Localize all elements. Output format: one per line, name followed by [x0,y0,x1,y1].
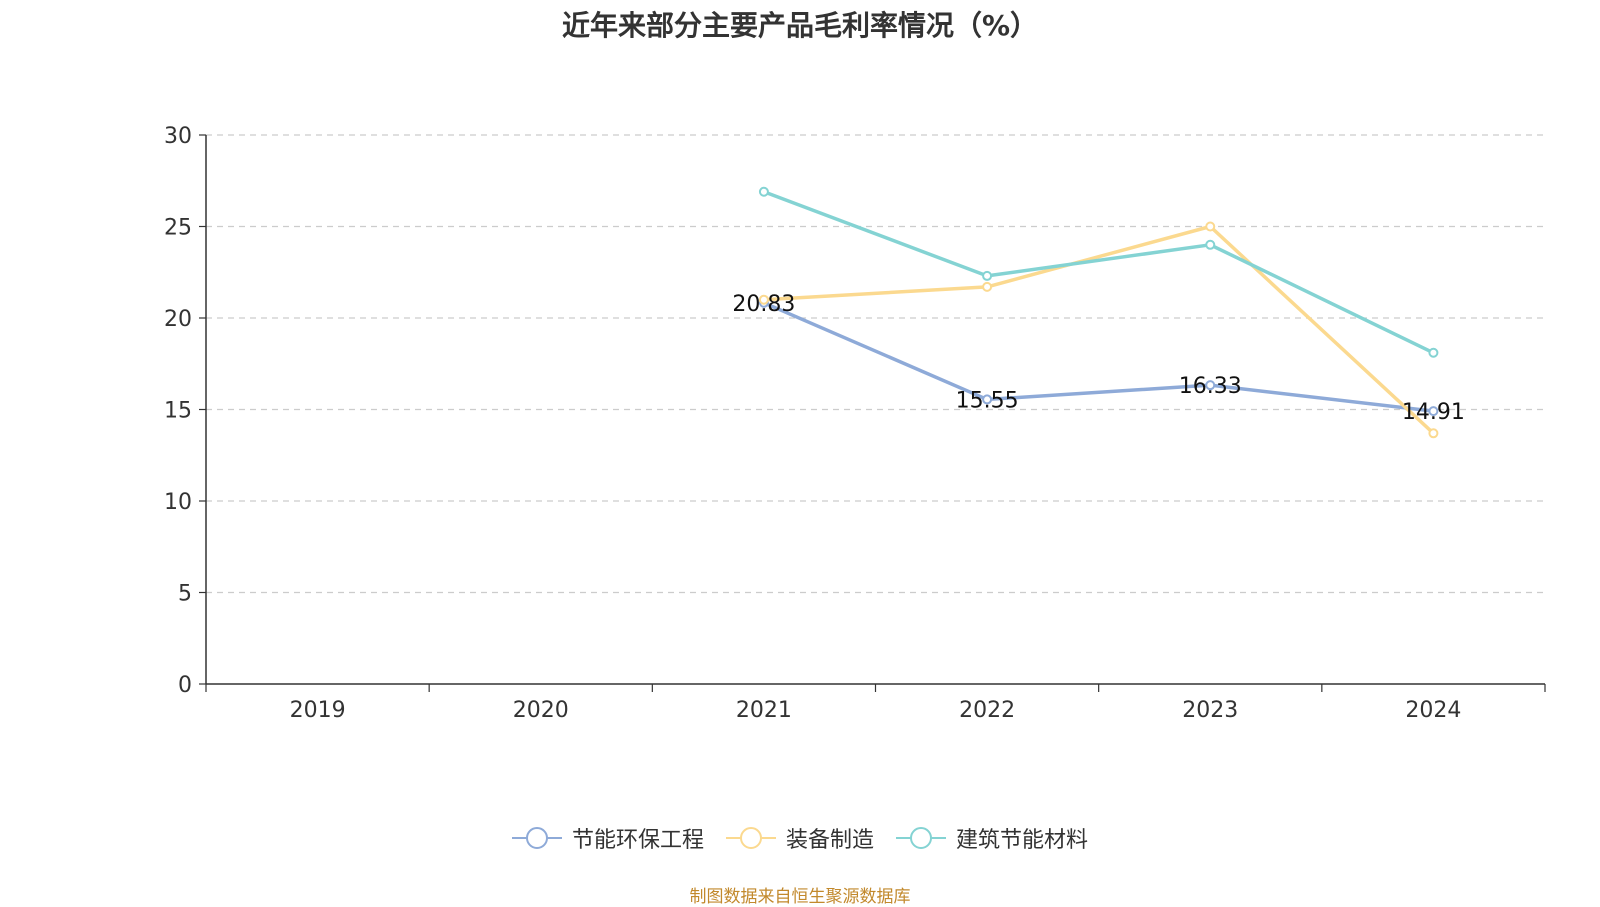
data-point [1205,239,1216,250]
data-label: 15.55 [956,388,1019,413]
legend-item-series-1[interactable]: 装备制造 [725,822,874,854]
x-tick-label: 2024 [1405,698,1461,723]
x-tick-label: 2022 [959,698,1015,723]
data-point [1428,347,1439,358]
series-line-0 [763,301,1434,413]
data-point [982,394,993,405]
legend-item-series-2[interactable]: 建筑节能材料 [896,822,1088,854]
legend-label: 建筑节能材料 [956,828,1089,853]
legend-circle-icon [896,827,946,849]
data-point [758,186,769,197]
data-label: 14.91 [1402,400,1465,425]
y-tick-label: 25 [164,216,192,241]
legend: 节能环保工程 装备制造 建筑节能材料 [0,822,1600,854]
y-tick-label: 30 [164,124,192,149]
legend-label: 节能环保工程 [571,828,704,853]
data-label: 20.83 [732,292,795,317]
y-tick-label: 10 [164,490,192,515]
chart-title: 近年来部分主要产品毛利率情况（%） [561,9,1039,42]
y-tick-label: 15 [164,399,192,424]
legend-item-series-0[interactable]: 节能环保工程 [511,822,704,854]
data-point [1428,428,1439,439]
y-tick-label: 0 [178,673,192,698]
series-line-1 [763,224,1435,435]
legend-circle-icon [511,827,562,849]
x-tick-label: 2020 [513,698,569,723]
data-point [758,294,769,305]
data-point [1428,406,1439,417]
data-point [1205,221,1216,232]
legend-label: 装备制造 [785,828,874,853]
x-tick-label: 2021 [736,698,792,723]
data-point [982,281,993,292]
y-tick-label: 5 [178,582,192,607]
data-point [982,270,993,281]
y-tick-label: 20 [164,307,192,332]
legend-circle-icon [725,827,776,849]
x-tick-label: 2019 [290,698,346,723]
series-line-2 [763,190,1435,355]
data-point [1205,380,1216,391]
data-source-note: 制图数据来自恒生聚源数据库 [689,887,911,907]
x-tick-label: 2023 [1182,698,1238,723]
data-label: 16.33 [1179,374,1242,399]
